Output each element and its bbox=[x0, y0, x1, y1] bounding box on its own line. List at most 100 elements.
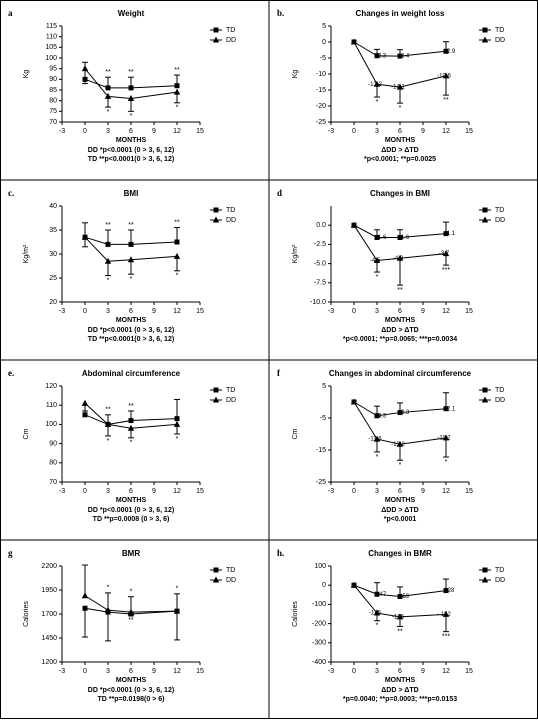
y-tick-label: -300 bbox=[312, 640, 326, 647]
x-tick-label: 12 bbox=[442, 308, 450, 315]
x-tick-label: 3 bbox=[375, 308, 379, 315]
x-tick-label: 15 bbox=[465, 128, 473, 135]
point bbox=[127, 95, 135, 102]
footnote: *p<0.0001; **p=0.0025 bbox=[364, 156, 436, 163]
legend-label: DD bbox=[226, 217, 236, 224]
significance: ** bbox=[128, 222, 134, 229]
x-axis-label: MONTHS bbox=[385, 677, 416, 684]
value-label: -4.3 bbox=[376, 413, 387, 419]
footnote: TD **p=0.0198(0 > 6) bbox=[98, 696, 165, 703]
y-tick-label: 85 bbox=[49, 87, 57, 94]
legend-label: TD bbox=[226, 567, 235, 574]
value-label: -14.1 bbox=[391, 85, 405, 91]
panel-label: d bbox=[277, 188, 282, 198]
y-tick-label: 70 bbox=[49, 479, 57, 486]
significance: ** bbox=[128, 617, 134, 624]
significance: * bbox=[376, 99, 379, 106]
x-tick-label: 12 bbox=[173, 128, 181, 135]
error-bar bbox=[443, 75, 449, 96]
point bbox=[104, 606, 112, 613]
point bbox=[350, 581, 358, 588]
value-label: -13.2 bbox=[368, 82, 382, 88]
chart-title: Changes in weight loss bbox=[356, 9, 445, 18]
legend-marker bbox=[213, 567, 219, 573]
point bbox=[442, 72, 450, 79]
error-bar bbox=[397, 258, 403, 286]
error-bar bbox=[82, 564, 88, 596]
y-tick-label: -400 bbox=[312, 659, 326, 666]
value-label: -4.3 bbox=[376, 53, 387, 59]
x-tick-label: 9 bbox=[152, 128, 156, 135]
x-tick-label: 9 bbox=[152, 308, 156, 315]
value-label: -4.3 bbox=[393, 256, 404, 262]
legend-label: TD bbox=[495, 387, 504, 394]
legend-label: TD bbox=[226, 207, 235, 214]
footnote: ΔDD > ΔTD bbox=[381, 507, 418, 514]
y-tick-label: 90 bbox=[49, 440, 57, 447]
point bbox=[81, 592, 89, 599]
legend-marker bbox=[481, 396, 489, 403]
value-label: -11.6 bbox=[368, 437, 382, 443]
y-tick-label: 35 bbox=[49, 227, 57, 234]
error-bar bbox=[443, 614, 449, 633]
x-tick-label: 6 bbox=[129, 128, 133, 135]
point bbox=[174, 416, 180, 422]
value-label: -11.2 bbox=[437, 435, 451, 441]
y-tick-label: -10.0 bbox=[310, 299, 326, 306]
point bbox=[350, 398, 358, 405]
significance: * bbox=[399, 462, 402, 469]
legend-label: DD bbox=[495, 577, 505, 584]
series-line bbox=[84, 78, 178, 89]
footnote: TD **p<0.0001(0 > 3, 6, 12) bbox=[88, 336, 174, 343]
point bbox=[128, 85, 134, 91]
error-bar bbox=[174, 611, 180, 641]
y-axis-label: Calories bbox=[23, 601, 30, 627]
x-tick-label: 6 bbox=[398, 668, 402, 675]
x-axis-label: MONTHS bbox=[116, 137, 147, 144]
y-tick-label: 30 bbox=[49, 251, 57, 258]
point bbox=[397, 410, 403, 416]
significance: * bbox=[376, 454, 379, 461]
value-label: -3.3 bbox=[399, 410, 410, 416]
y-tick-label: -5 bbox=[320, 55, 326, 62]
series-line bbox=[84, 236, 178, 262]
panel-label: c. bbox=[8, 188, 14, 198]
y-tick-label: 70 bbox=[49, 119, 57, 126]
point bbox=[128, 418, 134, 424]
x-tick-label: 12 bbox=[173, 668, 181, 675]
legend-label: TD bbox=[495, 207, 504, 214]
significance: * bbox=[107, 277, 110, 284]
y-tick-label: 25 bbox=[49, 275, 57, 282]
x-axis-label: MONTHS bbox=[116, 317, 147, 324]
legend-marker bbox=[212, 576, 220, 583]
significance: ** bbox=[128, 403, 134, 410]
significance: * bbox=[176, 586, 179, 593]
x-tick-label: -3 bbox=[59, 488, 65, 495]
x-tick-label: 6 bbox=[129, 308, 133, 315]
chart-title: Changes in BMR bbox=[368, 549, 432, 558]
y-tick-label: 100 bbox=[45, 55, 57, 62]
significance: ** bbox=[128, 69, 134, 76]
y-tick-label: 105 bbox=[45, 44, 57, 51]
error-bar bbox=[443, 392, 449, 409]
footnote: *p=0.0040; **p=0.0003; ***p=0.0153 bbox=[343, 696, 457, 703]
point bbox=[104, 92, 112, 99]
x-tick-label: 6 bbox=[129, 488, 133, 495]
significance: * bbox=[176, 436, 179, 443]
point bbox=[396, 254, 404, 261]
series-line bbox=[84, 402, 178, 429]
panel-label: h. bbox=[277, 548, 284, 558]
legend-marker bbox=[481, 576, 489, 583]
footnote: ΔDD > ΔTD bbox=[381, 147, 418, 154]
point bbox=[82, 412, 88, 418]
point bbox=[127, 608, 135, 615]
point bbox=[174, 239, 180, 245]
x-tick-label: 6 bbox=[398, 128, 402, 135]
significance: * bbox=[107, 438, 110, 445]
x-tick-label: 12 bbox=[173, 308, 181, 315]
panel-label: g bbox=[8, 548, 13, 558]
point bbox=[442, 250, 450, 257]
legend-label: TD bbox=[226, 27, 235, 34]
point bbox=[173, 252, 181, 259]
x-tick-label: 6 bbox=[398, 308, 402, 315]
